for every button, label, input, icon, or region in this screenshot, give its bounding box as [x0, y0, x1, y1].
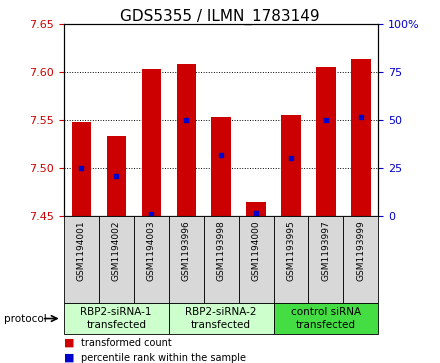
- Bar: [238, 216, 274, 303]
- Bar: [344, 216, 378, 303]
- Text: GSM1193999: GSM1193999: [356, 220, 366, 281]
- Text: RBP2-siRNA-2
transfected: RBP2-siRNA-2 transfected: [185, 307, 257, 330]
- Text: GSM1193996: GSM1193996: [182, 220, 191, 281]
- Text: GSM1193998: GSM1193998: [216, 220, 226, 281]
- Text: GSM1194002: GSM1194002: [112, 220, 121, 281]
- Bar: [72, 122, 91, 216]
- Text: control siRNA
transfected: control siRNA transfected: [291, 307, 361, 330]
- Bar: [134, 216, 169, 303]
- Bar: [142, 69, 161, 216]
- Text: GSM1193995: GSM1193995: [286, 220, 296, 281]
- Text: GSM1194003: GSM1194003: [147, 220, 156, 281]
- Bar: [169, 216, 204, 303]
- Bar: [169, 303, 274, 334]
- Text: GDS5355 / ILMN_1783149: GDS5355 / ILMN_1783149: [120, 9, 320, 25]
- Text: ■: ■: [64, 352, 74, 363]
- Bar: [282, 115, 301, 216]
- Bar: [316, 67, 336, 216]
- Bar: [274, 303, 378, 334]
- Bar: [64, 216, 99, 303]
- Text: ■: ■: [64, 338, 74, 348]
- Bar: [176, 64, 196, 216]
- Text: RBP2-siRNA-1
transfected: RBP2-siRNA-1 transfected: [81, 307, 152, 330]
- Text: GSM1193997: GSM1193997: [322, 220, 330, 281]
- Text: GSM1194001: GSM1194001: [77, 220, 86, 281]
- Bar: [106, 136, 126, 216]
- Text: transformed count: transformed count: [81, 338, 171, 348]
- Bar: [212, 117, 231, 216]
- Bar: [204, 216, 238, 303]
- Bar: [308, 216, 344, 303]
- Bar: [274, 216, 308, 303]
- Bar: [246, 201, 266, 216]
- Bar: [99, 216, 134, 303]
- Text: GSM1194000: GSM1194000: [252, 220, 260, 281]
- Bar: [64, 303, 169, 334]
- Text: protocol: protocol: [4, 314, 47, 323]
- Bar: [351, 59, 370, 216]
- Text: percentile rank within the sample: percentile rank within the sample: [81, 352, 246, 363]
